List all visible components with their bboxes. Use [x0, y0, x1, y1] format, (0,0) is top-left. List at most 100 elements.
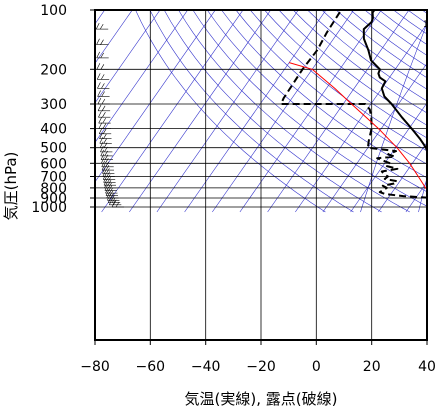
series-lines [280, 10, 427, 199]
wind-barb-flag [103, 133, 107, 139]
wind-barb-flag [106, 174, 111, 180]
wind-barb-flag [100, 52, 104, 59]
wind-barb [96, 38, 109, 46]
wind-barb [98, 116, 111, 124]
wind-barb-flag [101, 91, 105, 97]
wind-barb [100, 153, 113, 160]
wind-barb-flag [102, 128, 107, 134]
wind-barb [98, 122, 111, 129]
wind-barb-flag [98, 116, 102, 124]
wind-barb-flag [102, 112, 106, 118]
mixing-ratio-labels: 15101520g [423, 20, 428, 30]
wind-barb-flag [99, 137, 104, 144]
dry-adiabat [364, 10, 427, 56]
wind-barb [96, 63, 109, 70]
wind-barb-flag [106, 171, 111, 177]
parcel-line [289, 62, 427, 191]
wind-barb-flag [101, 98, 106, 105]
y-tick-label: 800 [40, 181, 67, 197]
wind-barb-flag [105, 158, 109, 164]
dry-adiabat [264, 10, 427, 139]
wind-barb [99, 137, 112, 144]
y-tick-label: 500 [40, 141, 67, 157]
wind-barb-flag [107, 177, 111, 183]
wind-barb [97, 97, 110, 105]
wind-barb-flag [99, 141, 104, 148]
y-tick-label: 600 [40, 156, 67, 172]
y-tick-label: 200 [40, 62, 67, 78]
isotherm [101, 10, 244, 213]
dry-adiabat [206, 10, 427, 193]
wind-barb-flag [95, 22, 100, 30]
isotherm [184, 10, 327, 213]
x-tick-label: −20 [246, 359, 276, 375]
wind-barb [98, 111, 111, 118]
wind-barb [107, 196, 121, 203]
x-tick-label: 40 [418, 359, 436, 375]
wind-barb-flag [100, 39, 104, 45]
wind-barb-flag [101, 160, 105, 167]
dry-adiabat [235, 10, 427, 165]
x-tick-label: 20 [363, 359, 381, 375]
wind-barb [99, 141, 113, 148]
dry-adiabat [292, 10, 427, 114]
wind-barb-flag [97, 97, 102, 105]
dewpoint-line [280, 10, 427, 199]
wind-barb-flag [100, 64, 105, 70]
isotherm [239, 10, 382, 213]
wind-barb-flag [100, 145, 104, 153]
wind-barb-flag [97, 90, 101, 97]
dry-adiabat [178, 10, 410, 213]
wind-barb-flag [100, 153, 105, 160]
wind-barb [97, 104, 111, 112]
dry-adiabat [163, 10, 382, 213]
wind-barb [96, 73, 110, 80]
dry-adiabat [278, 10, 427, 126]
wind-barb-flag [101, 157, 105, 164]
wind-barb-flag [105, 161, 109, 167]
wind-barb-flag [103, 138, 108, 144]
wind-barb-flag [96, 73, 101, 80]
wind-barb-flag [97, 104, 102, 111]
wind-barb-flag [101, 83, 105, 89]
wind-barb-flag [101, 105, 106, 111]
x-tick-label: 0 [312, 359, 321, 375]
x-tick-label: −40 [191, 359, 221, 375]
wind-barb-flag [106, 168, 110, 174]
wind-barb-flag [100, 149, 104, 157]
isotherm [129, 10, 272, 213]
y-axis-title: 気圧(hPa) [2, 152, 20, 221]
wind-barb-flag [105, 164, 110, 171]
wind-barb-flag [100, 74, 105, 80]
y-tick-label: 1000 [31, 200, 67, 216]
isotherm [156, 10, 299, 213]
dry-adiabat [249, 10, 427, 152]
isotherm [95, 10, 189, 143]
wind-barb [100, 145, 113, 153]
wind-barb-flag [96, 63, 101, 70]
y-tick-label: 100 [40, 3, 67, 19]
wind-barb [97, 90, 110, 97]
wind-barb [95, 22, 109, 30]
mixing-ratio-label: 1 [423, 20, 428, 30]
x-tick-label: −80 [80, 359, 110, 375]
wind-barb [96, 51, 109, 59]
plot-area [95, 10, 427, 340]
wind-barb [97, 82, 110, 89]
y-tick-label: 400 [40, 122, 67, 138]
wind-barb [101, 157, 114, 164]
y-tick-label: 300 [40, 97, 67, 113]
wind-barb-flag [104, 154, 109, 160]
wind-barbs [95, 10, 124, 208]
x-axis-title: 気温(実線), 露点(破線) [185, 390, 338, 408]
wind-barb [101, 160, 114, 168]
wind-barb-flag [97, 82, 101, 89]
isotherm [95, 10, 133, 64]
y-tick-label: 900 [40, 191, 67, 207]
isotherm [95, 10, 216, 183]
x-tick-labels: −80 −60 −40 −20 0 20 40 [80, 340, 436, 375]
wind-barb [100, 149, 113, 157]
dry-adiabat [307, 10, 427, 102]
wind-barb [109, 198, 122, 206]
